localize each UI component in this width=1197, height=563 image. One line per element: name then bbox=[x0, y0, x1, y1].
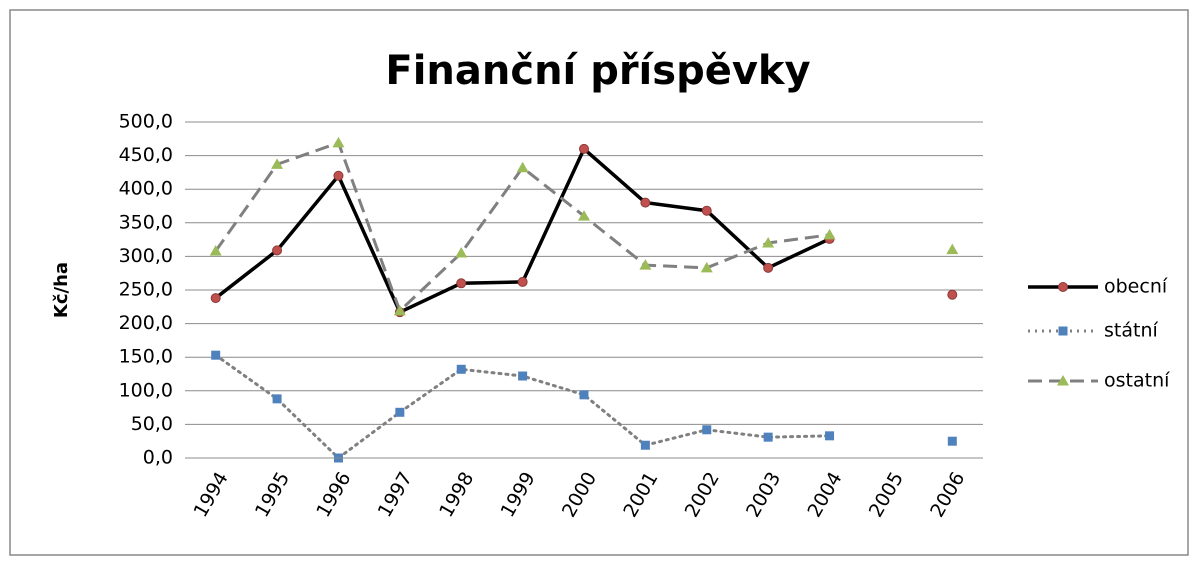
data-point bbox=[946, 243, 959, 255]
y-tick-label: 350,0 bbox=[119, 211, 173, 233]
y-tick-label: 300,0 bbox=[119, 245, 173, 267]
data-point bbox=[578, 210, 590, 221]
data-point bbox=[518, 371, 528, 381]
data-point bbox=[947, 289, 958, 300]
data-point bbox=[639, 259, 652, 270]
data-point bbox=[763, 262, 774, 273]
data-point bbox=[211, 350, 221, 360]
y-axis-label: Kč/ha bbox=[51, 262, 72, 318]
data-point bbox=[823, 228, 836, 240]
data-point bbox=[701, 205, 712, 216]
data-point bbox=[272, 394, 282, 404]
data-point bbox=[393, 304, 406, 316]
chart-title: Finanční příspěvky bbox=[385, 48, 810, 94]
data-point bbox=[209, 245, 222, 256]
legend-label: obecní bbox=[1104, 276, 1168, 298]
y-tick-label: 450,0 bbox=[119, 144, 173, 166]
y-tick-label: 500,0 bbox=[119, 111, 173, 133]
y-tick-label: 0,0 bbox=[143, 447, 173, 469]
data-point bbox=[579, 390, 589, 400]
data-point bbox=[271, 158, 284, 169]
y-tick-label: 150,0 bbox=[119, 346, 173, 368]
data-point bbox=[456, 364, 466, 374]
legend-label: ostatní bbox=[1104, 370, 1170, 392]
legend-marker bbox=[1058, 326, 1068, 336]
data-point bbox=[763, 432, 773, 442]
data-point bbox=[517, 276, 528, 287]
data-point bbox=[579, 143, 589, 154]
data-point bbox=[333, 170, 344, 181]
legend-marker bbox=[1057, 375, 1069, 386]
data-point bbox=[825, 431, 835, 441]
y-tick-label: 400,0 bbox=[119, 178, 173, 200]
data-point bbox=[395, 407, 405, 417]
y-tick-label: 100,0 bbox=[119, 379, 173, 401]
data-point bbox=[210, 293, 221, 304]
data-point bbox=[702, 425, 712, 435]
data-point bbox=[640, 197, 651, 208]
chart-border bbox=[9, 9, 1189, 556]
data-point bbox=[455, 247, 468, 258]
data-point bbox=[947, 436, 957, 446]
data-point bbox=[700, 261, 713, 273]
data-point bbox=[332, 136, 345, 148]
legend-label: státní bbox=[1104, 320, 1158, 342]
y-tick-label: 200,0 bbox=[119, 312, 173, 334]
y-tick-label: 250,0 bbox=[119, 279, 173, 301]
legend-marker bbox=[1058, 282, 1068, 292]
data-point bbox=[640, 440, 650, 450]
data-point bbox=[516, 161, 529, 173]
data-point bbox=[762, 236, 775, 248]
data-point bbox=[456, 278, 467, 289]
y-tick-label: 50,0 bbox=[131, 413, 173, 435]
data-point bbox=[272, 245, 283, 256]
